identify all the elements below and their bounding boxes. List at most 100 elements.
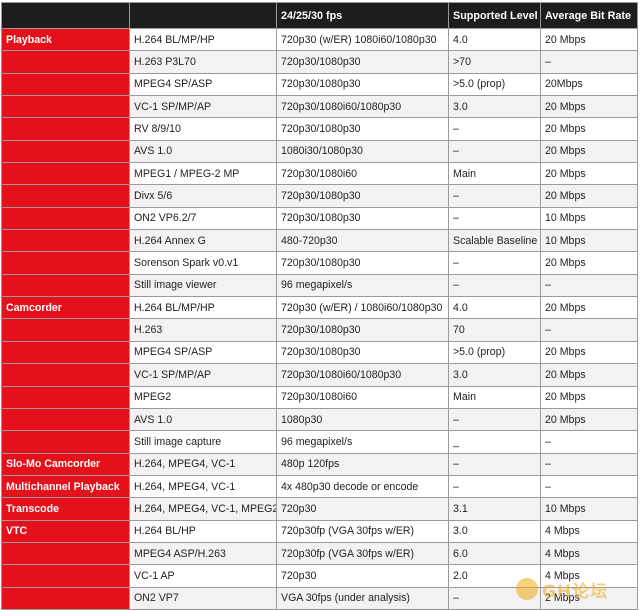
resolution-cell: 720p30/1080p30	[276, 72, 449, 97]
level-cell: _	[448, 430, 541, 454]
bitrate-cell: 20 Mbps	[540, 27, 638, 52]
resolution-cell: 720p30/1080i60/1080p30	[276, 95, 449, 119]
codec-cell: AVS 1.0	[129, 139, 277, 164]
level-cell: 3.0	[448, 519, 541, 543]
table-row: MPEG2 720p30/1080i60 Main 20 Mbps	[1, 385, 638, 409]
codec-cell: MPEG4 SP/ASP	[129, 72, 277, 97]
codec-cell: Sorenson Spark v0.v1	[129, 251, 277, 275]
level-cell: Scalable Baseline	[448, 229, 541, 253]
resolution-cell: 720p30/1080p30	[276, 50, 449, 74]
level-cell: 70	[448, 318, 541, 342]
resolution-cell: 1080p30	[276, 407, 449, 432]
resolution-cell: 480p 120fps	[276, 452, 449, 476]
category-cell	[1, 318, 130, 342]
category-cell	[1, 184, 130, 208]
category-cell: Camcorder	[1, 296, 130, 320]
header-category	[1, 2, 130, 29]
bitrate-cell: 2 Mbps	[540, 586, 638, 610]
watermark-text: GH论坛	[542, 581, 609, 602]
codec-cell: H.264 BL/HP	[129, 519, 277, 543]
resolution-cell: 720p30/1080p30	[276, 184, 449, 208]
resolution-cell: 720p30/1080i60	[276, 385, 449, 409]
category-cell	[1, 206, 130, 231]
bitrate-cell: 20Mbps	[540, 72, 638, 97]
level-cell: >70	[448, 50, 541, 74]
codec-cell: MPEG2	[129, 385, 277, 409]
bitrate-cell: 4 Mbps	[540, 519, 638, 543]
resolution-cell: 4x 480p30 decode or encode	[276, 474, 449, 499]
bitrate-cell: 20 Mbps	[540, 385, 638, 409]
bitrate-cell: –	[540, 273, 638, 298]
bitrate-cell: –	[540, 318, 638, 342]
header-average-bit-rate: Average Bit Rate	[540, 2, 638, 29]
header-codec	[129, 2, 277, 29]
bitrate-cell: –	[540, 430, 638, 454]
codec-cell: ON2 VP6.2/7	[129, 206, 277, 231]
category-cell: Multichannel Playback	[1, 474, 130, 499]
bitrate-cell: 20 Mbps	[540, 117, 638, 141]
header-supported-level: Supported Level	[448, 2, 541, 29]
level-cell: 3.1	[448, 497, 541, 521]
resolution-cell: 96 megapixel/s	[276, 430, 449, 454]
codec-cell: AVS 1.0	[129, 407, 277, 432]
category-cell	[1, 363, 130, 387]
level-cell: >5.0 (prop)	[448, 340, 541, 365]
bitrate-cell: –	[540, 452, 638, 476]
bitrate-cell: 20 Mbps	[540, 363, 638, 387]
category-cell	[1, 162, 130, 186]
table-row: VC-1 SP/MP/AP 720p30/1080i60/1080p30 3.0 20…	[1, 95, 638, 119]
table-row: Playback H.264 BL/MP/HP 720p30 (w/ER) 1080…	[1, 27, 638, 52]
codec-cell: VC-1 SP/MP/AP	[129, 95, 277, 119]
category-cell	[1, 273, 130, 298]
level-cell: –	[448, 407, 541, 432]
codec-cell: MPEG1 / MPEG-2 MP	[129, 162, 277, 186]
resolution-cell: VGA 30fps (under analysis)	[276, 586, 449, 610]
level-cell: >5.0 (prop)	[448, 72, 541, 97]
watermark: GH论坛	[516, 576, 634, 602]
category-cell	[1, 95, 130, 119]
table-row: AVS 1.0 1080i30/1080p30–20 Mbps	[1, 139, 638, 164]
table-row: Camcorder H.264 BL/MP/HP 720p30 (w/ER) / 1…	[1, 296, 638, 320]
level-cell: –	[448, 117, 541, 141]
table-row: Multichannel Playback H.264, MPEG4, VC-1 4…	[1, 474, 638, 499]
bitrate-cell: 10 Mbps	[540, 229, 638, 253]
category-cell	[1, 564, 130, 588]
table-row: VC-1 SP/MP/AP 720p30/1080i60/1080p30 3.0 20…	[1, 363, 638, 387]
category-cell	[1, 340, 130, 365]
level-cell: –	[448, 251, 541, 275]
bitrate-cell: –	[540, 50, 638, 74]
bitrate-cell: 10 Mbps	[540, 497, 638, 521]
category-cell: Transcode	[1, 497, 130, 521]
table-row: H.263 P3L70 720p30/1080p30 >70–	[1, 50, 638, 74]
bitrate-cell: 20 Mbps	[540, 139, 638, 164]
bitrate-cell: 20 Mbps	[540, 162, 638, 186]
resolution-cell: 1080i30/1080p30	[276, 139, 449, 164]
bitrate-cell: 20 Mbps	[540, 296, 638, 320]
category-cell	[1, 229, 130, 253]
codec-cell: H.264, MPEG4, VC-1	[129, 452, 277, 476]
table-row: MPEG4 ASP/H.263 720p30fp (VGA 30fps w/ER)…	[1, 541, 638, 566]
category-cell	[1, 586, 130, 610]
resolution-cell: 720p30/1080i60/1080p30	[276, 363, 449, 387]
table-row: Sorenson Spark v0.v1 720p30/1080p30–20 Mb…	[1, 251, 638, 275]
codec-cell: H.264 BL/MP/HP	[129, 296, 277, 320]
category-cell	[1, 50, 130, 74]
resolution-cell: 720p30 (w/ER) / 1080i60/1080p30	[276, 296, 449, 320]
resolution-cell: 720p30/1080i60	[276, 162, 449, 186]
bitrate-cell: 20 Mbps	[540, 251, 638, 275]
category-cell	[1, 139, 130, 164]
table-row: AVS 1.0 1080p30–20 Mbps	[1, 407, 638, 432]
watermark-logo-icon	[516, 578, 538, 600]
resolution-cell: 720p30/1080p30	[276, 117, 449, 141]
level-cell: –	[448, 139, 541, 164]
resolution-cell: 720p30	[276, 497, 449, 521]
codec-cell: VC-1 AP	[129, 564, 277, 588]
codec-cell: Still image capture	[129, 430, 277, 454]
codec-cell: H.264, MPEG4, VC-1	[129, 474, 277, 499]
codec-cell: H.264 Annex G	[129, 229, 277, 253]
codec-cell: Divx 5/6	[129, 184, 277, 208]
codec-cell: MPEG4 ASP/H.263	[129, 541, 277, 566]
resolution-cell: 720p30fp (VGA 30fps w/ER)	[276, 519, 449, 543]
level-cell: –	[448, 273, 541, 298]
codec-cell: H.263 P3L70	[129, 50, 277, 74]
